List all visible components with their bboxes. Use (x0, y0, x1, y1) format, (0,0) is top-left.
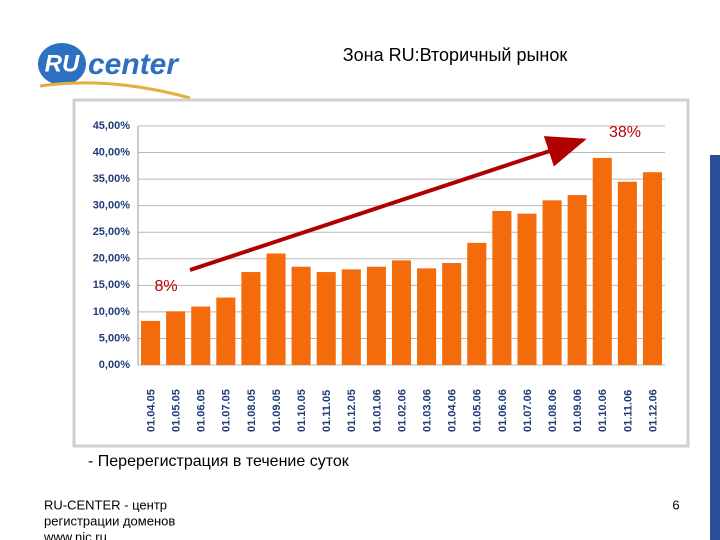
bar (567, 195, 587, 365)
logo-circle (38, 43, 86, 85)
annotation: 8% (154, 278, 177, 295)
bar (492, 210, 512, 365)
x-tick-label: 01.12.05 (346, 389, 358, 432)
logo-center: center (88, 48, 180, 81)
slide-title: Зона RU:Вторичный рынок (343, 45, 568, 65)
bar (216, 297, 236, 365)
x-tick-label: 01.05.06 (472, 389, 484, 432)
footer-line: www.nic.ru (43, 529, 107, 540)
bar (391, 260, 412, 365)
bar (617, 181, 637, 365)
bar (291, 266, 311, 365)
bar (517, 213, 537, 365)
x-tick-label: 01.12.06 (647, 389, 659, 432)
x-tick-label: 01.01.06 (371, 389, 383, 432)
bar (266, 253, 286, 365)
y-tick-label: 15,00% (93, 279, 131, 291)
bar (592, 157, 612, 365)
y-tick-label: 25,00% (93, 226, 131, 238)
x-tick-label: 01.04.06 (447, 389, 459, 432)
y-tick-label: 10,00% (93, 306, 131, 318)
footnote: - Перерегистрация в течение суток (88, 453, 350, 470)
bar (141, 320, 161, 365)
x-tick-label: 01.10.06 (597, 389, 609, 432)
logo-ru: RU (45, 50, 80, 77)
x-tick-label: 01.07.06 (522, 389, 534, 432)
x-tick-label: 01.04.05 (145, 389, 157, 432)
bar (442, 263, 462, 365)
footer-line: RU-CENTER - центр (44, 497, 167, 512)
bar (366, 266, 386, 365)
y-tick-label: 40,00% (93, 146, 131, 158)
x-tick-label: 01.08.06 (547, 389, 559, 432)
y-tick-label: 20,00% (93, 253, 131, 265)
x-tick-label: 01.09.05 (271, 389, 283, 432)
x-tick-label: 01.02.06 (396, 389, 408, 432)
x-tick-label: 01.06.06 (497, 389, 509, 432)
y-tick-label: 45,00% (93, 120, 131, 132)
y-tick-label: 0,00% (99, 359, 130, 371)
bar (341, 269, 361, 365)
logo: RU center (38, 43, 191, 100)
x-tick-label: 01.07.05 (221, 389, 233, 432)
x-tick-label: 01.08.05 (246, 389, 258, 432)
x-tick-label: 01.11.06 (622, 390, 634, 432)
bar (316, 272, 336, 365)
bar (241, 272, 261, 365)
bar (642, 172, 662, 365)
x-tick-label: 01.06.05 (196, 389, 208, 432)
y-tick-label: 5,00% (99, 332, 130, 344)
bar (191, 306, 211, 365)
annotation: 38% (609, 124, 641, 141)
side-bar (710, 155, 720, 540)
bar (542, 200, 562, 365)
x-tick-label: 01.09.06 (572, 389, 584, 432)
x-tick-label: 01.11.05 (321, 390, 333, 432)
x-tick-label: 01.03.06 (422, 389, 434, 432)
bar (417, 268, 437, 365)
bar (166, 311, 186, 365)
page-number: 6 (672, 497, 679, 512)
trend-arrow (189, 136, 587, 272)
bar (467, 242, 487, 365)
logo-swoosh (39, 81, 191, 100)
x-tick-label: 01.10.05 (296, 389, 308, 432)
footer-line: регистрации доменов (44, 513, 175, 528)
y-tick-label: 30,00% (93, 200, 131, 212)
x-tick-label: 01.05.05 (171, 389, 183, 432)
y-tick-label: 35,00% (93, 173, 131, 185)
